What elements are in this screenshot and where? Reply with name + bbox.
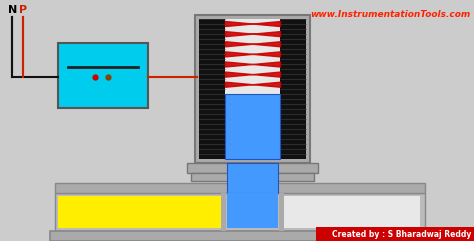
- Bar: [55, 183, 425, 193]
- Bar: [58, 196, 226, 228]
- Text: P: P: [19, 5, 27, 15]
- Bar: [280, 19, 306, 159]
- Bar: [227, 163, 278, 193]
- Bar: [55, 193, 425, 231]
- Bar: [199, 19, 225, 159]
- Bar: [191, 173, 314, 181]
- Bar: [195, 15, 310, 163]
- Bar: [279, 193, 284, 231]
- Bar: [50, 231, 430, 241]
- Bar: [280, 196, 420, 228]
- Text: www.InstrumentationTools.com: www.InstrumentationTools.com: [310, 10, 470, 19]
- Bar: [221, 193, 226, 231]
- Bar: [187, 163, 318, 173]
- Bar: [58, 43, 148, 108]
- Bar: [316, 227, 474, 241]
- Bar: [227, 193, 278, 228]
- Bar: [225, 94, 280, 159]
- Text: Created by : S Bharadwaj Reddy: Created by : S Bharadwaj Reddy: [332, 230, 471, 239]
- Bar: [225, 19, 280, 159]
- Text: N: N: [8, 5, 17, 15]
